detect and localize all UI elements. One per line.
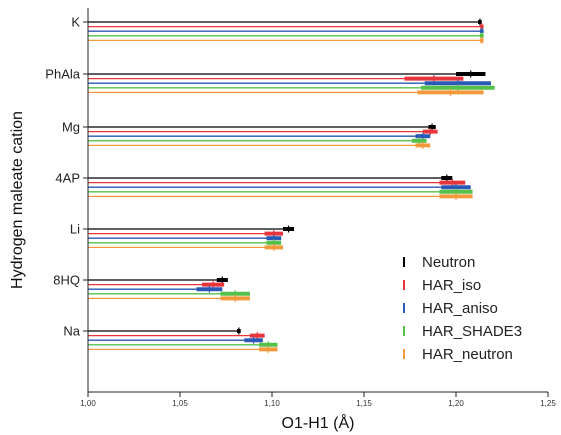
- y-tick-label-8HQ: 8HQ: [53, 273, 80, 288]
- x-tick-label: 1,25: [540, 399, 556, 408]
- legend-label-HAR_aniso: HAR_aniso: [422, 300, 498, 317]
- legend-label-HAR_neutron: HAR_neutron: [422, 346, 513, 363]
- y-ticks: K PhAla Mg 4AP Li 8HQ Na: [45, 15, 88, 339]
- legend-label-Neutron: Neutron: [422, 254, 475, 271]
- x-axis-title: O1-H1 (Å): [282, 413, 355, 432]
- x-tick-label: 1,00: [80, 399, 96, 408]
- bars-layer: [88, 18, 495, 353]
- y-tick-label-4AP: 4AP: [55, 171, 80, 186]
- x-tick-label: 1,05: [172, 399, 188, 408]
- y-tick-label-K: K: [71, 15, 80, 30]
- axes-layer: [87, 8, 548, 393]
- x-tick-label: 1,10: [264, 399, 280, 408]
- legend-label-HAR_iso: HAR_iso: [422, 277, 481, 294]
- legend: Neutron HAR_iso HAR_aniso HAR_SHADE3 HAR_neu…: [403, 254, 522, 363]
- y-tick-label-Mg: Mg: [62, 120, 80, 135]
- x-ticks: 1,00 1,05 1,10 1,15 1,20 1,25: [80, 392, 556, 408]
- y-tick-label-Na: Na: [63, 324, 80, 339]
- y-tick-label-Li: Li: [70, 222, 80, 237]
- y-tick-label-PhAla: PhAla: [45, 67, 80, 82]
- legend-label-HAR_SHADE3: HAR_SHADE3: [422, 323, 522, 340]
- x-tick-label: 1,20: [448, 399, 464, 408]
- y-axis-title: Hydrogen maleate cation: [9, 111, 26, 289]
- x-tick-label: 1,15: [356, 399, 372, 408]
